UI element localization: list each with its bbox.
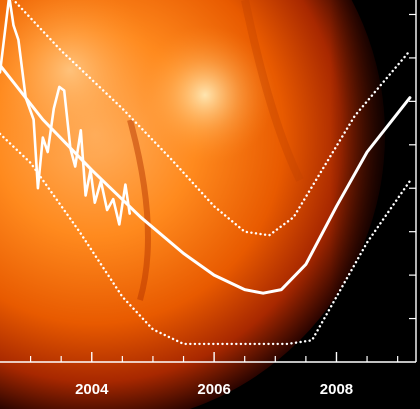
axes-layer: 2004 2006 2008 <box>0 0 417 398</box>
x-tick-label: 2008 <box>320 381 353 398</box>
x-tick-label: 2004 <box>75 381 109 398</box>
series-line-3 <box>0 132 412 346</box>
series-layer <box>0 0 412 346</box>
series-line-4 <box>0 0 131 226</box>
x-tick-label: 2006 <box>197 381 230 398</box>
